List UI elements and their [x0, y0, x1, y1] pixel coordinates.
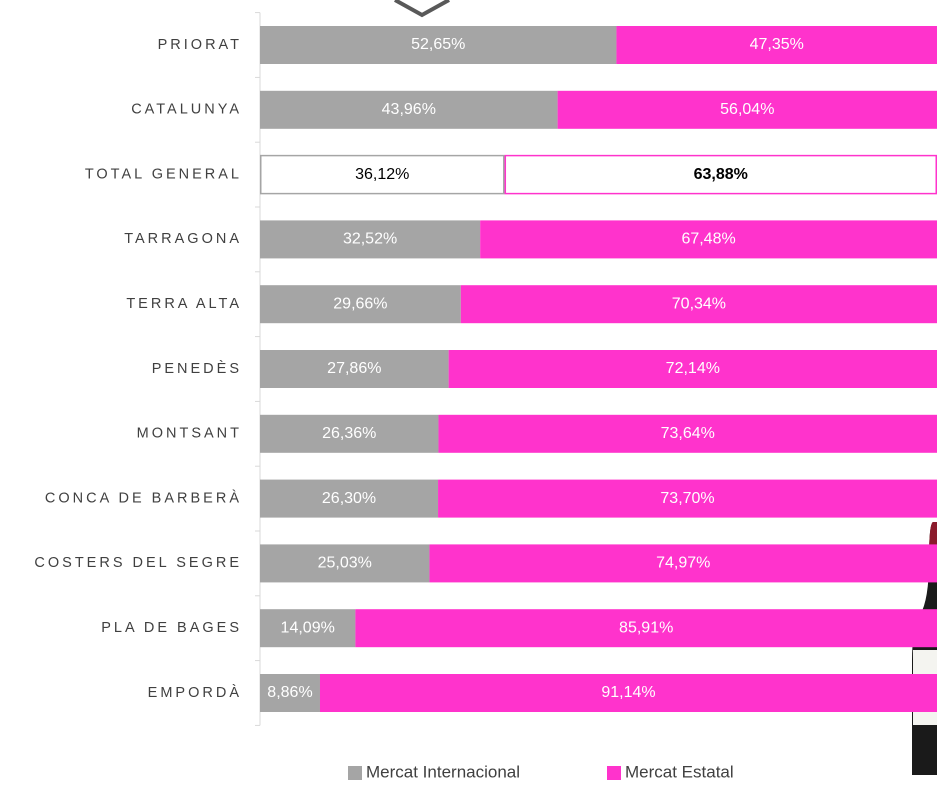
value-label: 47,35%	[750, 36, 804, 53]
bar-segment	[260, 90, 558, 129]
category-label: TOTAL GENERAL	[85, 166, 242, 182]
value-label: 91,14%	[601, 684, 655, 701]
bar-segment	[260, 350, 449, 388]
bar-segment	[260, 220, 481, 259]
value-label: 8,86%	[267, 684, 312, 701]
category-label: PENEDÈS	[152, 360, 242, 377]
category-label: MONTSANT	[137, 426, 242, 442]
bar-segment	[448, 350, 937, 388]
bar-segment	[557, 90, 937, 129]
bar-segment	[438, 479, 937, 518]
value-label: 52,65%	[411, 36, 465, 53]
value-label: 36,12%	[355, 166, 409, 183]
category-label: CATALUNYA	[131, 102, 242, 118]
value-label: 43,96%	[382, 101, 436, 118]
value-label: 67,48%	[681, 231, 735, 248]
category-label: COSTERS DEL SEGRE	[34, 555, 242, 571]
category-label: CONCA DE BARBERÀ	[45, 489, 242, 506]
legend-label: Mercat Internacional	[366, 762, 520, 781]
legend-swatch	[607, 766, 621, 780]
category-label: TARRAGONA	[124, 231, 242, 247]
bar-segment	[460, 285, 937, 324]
bar-segment	[260, 154, 505, 195]
bar-segment	[260, 674, 320, 712]
bar-segment	[260, 26, 617, 64]
value-label: 32,52%	[343, 231, 397, 248]
category-label: TERRA ALTA	[126, 296, 242, 312]
bar-segment	[616, 26, 937, 64]
value-label: 73,64%	[661, 425, 715, 442]
bar-segment	[319, 674, 937, 712]
value-label: 85,91%	[619, 619, 673, 636]
value-label: 56,04%	[720, 101, 774, 118]
bar-segment	[260, 285, 461, 324]
value-label: 25,03%	[318, 555, 372, 572]
bar-segment	[260, 544, 430, 583]
value-label: 74,97%	[656, 555, 710, 572]
bar-segment	[438, 414, 937, 453]
bar-segment	[355, 609, 937, 648]
value-label: 26,36%	[322, 425, 376, 442]
decoration-chevron	[394, 0, 450, 18]
bar-segment	[260, 609, 356, 648]
value-label: 29,66%	[333, 295, 387, 312]
value-label: 72,14%	[666, 360, 720, 377]
bar-segment	[504, 154, 937, 195]
category-label: PRIORAT	[158, 37, 242, 53]
legend-swatch	[348, 766, 362, 780]
bar-segment	[260, 414, 439, 453]
category-label: PLA DE BAGES	[101, 620, 242, 636]
value-label: 14,09%	[281, 619, 335, 636]
value-label: 63,88%	[694, 166, 748, 183]
bar-segment	[480, 220, 937, 259]
bar-segment	[260, 479, 439, 518]
bar-segment	[429, 544, 937, 583]
category-label: EMPORDÀ	[148, 684, 242, 701]
value-label: 27,86%	[327, 360, 381, 377]
value-label: 26,30%	[322, 490, 376, 507]
value-label: 70,34%	[672, 295, 726, 312]
legend-label: Mercat Estatal	[625, 762, 734, 781]
value-label: 73,70%	[660, 490, 714, 507]
